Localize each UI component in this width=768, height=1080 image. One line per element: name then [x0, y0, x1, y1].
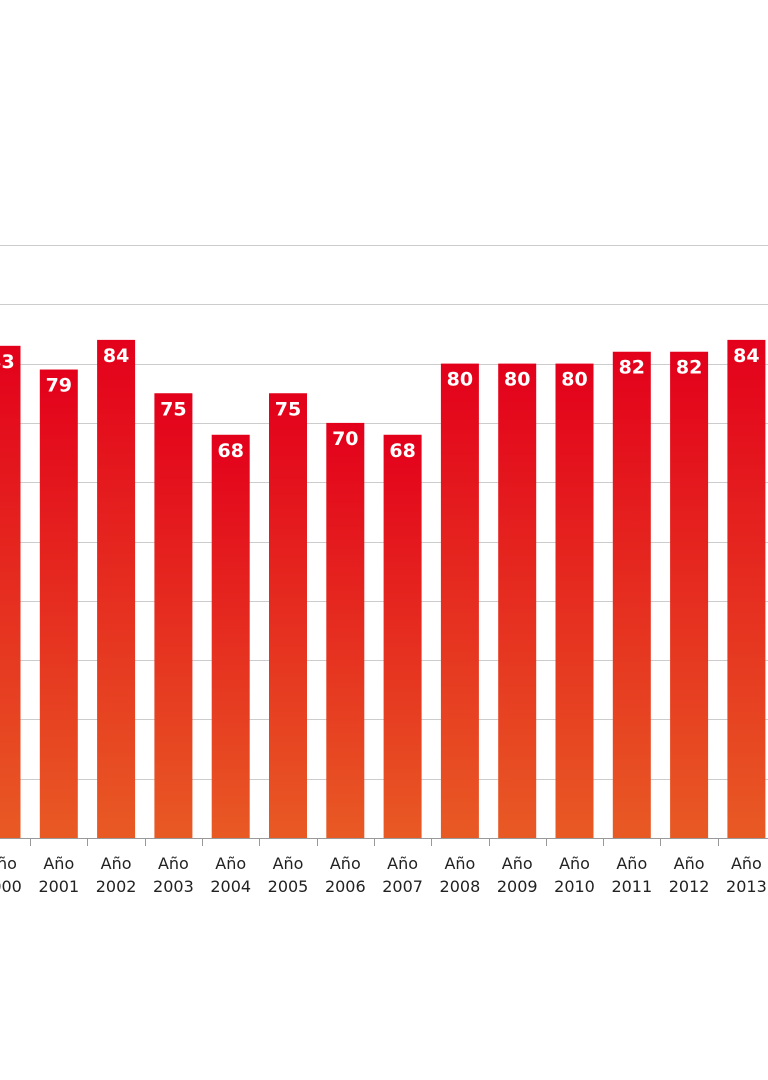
bar-value-label: 80 [504, 369, 530, 391]
bar-value-label: 75 [275, 398, 301, 420]
bar-value-label: 83 [0, 351, 15, 373]
bar [555, 363, 594, 838]
x-tick-label-line1: Año [101, 854, 132, 873]
bar-value-label: 82 [676, 357, 702, 379]
x-tick-label-line2: 2001 [38, 877, 79, 896]
bar-value-label: 84 [733, 345, 759, 367]
x-tick-label-line2: 2006 [325, 877, 366, 896]
x-tick-label-line2: 2007 [382, 877, 423, 896]
x-tick-label-line1: Año [330, 854, 361, 873]
x-tick-label-line1: Año [559, 854, 590, 873]
x-tick-label-line2: 2013 [726, 877, 767, 896]
x-tick-label-line2: 2010 [554, 877, 595, 896]
bar-value-label: 84 [103, 345, 129, 367]
x-tick-label-line2: 2002 [96, 877, 137, 896]
x-tick-label-line1: Año [387, 854, 418, 873]
bar [211, 434, 250, 838]
x-tick-label-line1: Año [731, 854, 762, 873]
bar [269, 393, 307, 838]
x-tick-label-line2: 2009 [497, 877, 538, 896]
bar-value-label: 68 [217, 440, 243, 462]
bar-value-label: 68 [389, 440, 415, 462]
x-tick-label-line2: 2000 [0, 877, 22, 896]
x-tick-label-line1: Año [444, 854, 475, 873]
x-tick-label-line1: Año [616, 854, 647, 873]
x-tick-label-line2: 2004 [210, 877, 251, 896]
x-tick-label-line1: Año [502, 854, 533, 873]
x-tick-label-line2: 2005 [268, 877, 309, 896]
x-tick-label-line2: 2003 [153, 877, 194, 896]
bar [0, 345, 21, 838]
bars [0, 339, 766, 838]
bar-value-label: 70 [332, 428, 358, 450]
x-tick-label-line2: 2011 [611, 877, 652, 896]
x-tick-labels: Año 2000 Año 2001 Año 2002 Año 2003 Año 2004 Año 20… [0, 854, 767, 896]
x-tick-label-line1: Año [0, 854, 17, 873]
bar [383, 434, 422, 838]
bar-value-label: 80 [561, 369, 587, 391]
bar-value-label: 82 [619, 357, 645, 379]
x-axis [0, 838, 768, 846]
x-tick-label-line1: Año [215, 854, 246, 873]
bar [670, 351, 709, 838]
x-tick-label-line1: Año [43, 854, 74, 873]
bar [97, 339, 136, 838]
bar [612, 351, 651, 838]
bar [440, 363, 479, 838]
bar [154, 393, 193, 838]
x-tick-label-line2: 2008 [440, 877, 481, 896]
x-tick-label-line1: Año [158, 854, 189, 873]
bar-value-label: 80 [447, 369, 473, 391]
x-tick-label-line1: Año [674, 854, 705, 873]
bar-value-label: 75 [160, 398, 186, 420]
data-labels: 83 79 84 75 68 75 70 68 80 80 80 82 82 84 [0, 345, 760, 462]
bar [39, 369, 78, 838]
x-tick-label-line1: Año [273, 854, 304, 873]
bar [326, 422, 365, 838]
bar [498, 363, 537, 838]
bar [727, 339, 766, 838]
x-tick-label-line2: 2012 [669, 877, 710, 896]
bar-value-label: 79 [46, 375, 72, 397]
